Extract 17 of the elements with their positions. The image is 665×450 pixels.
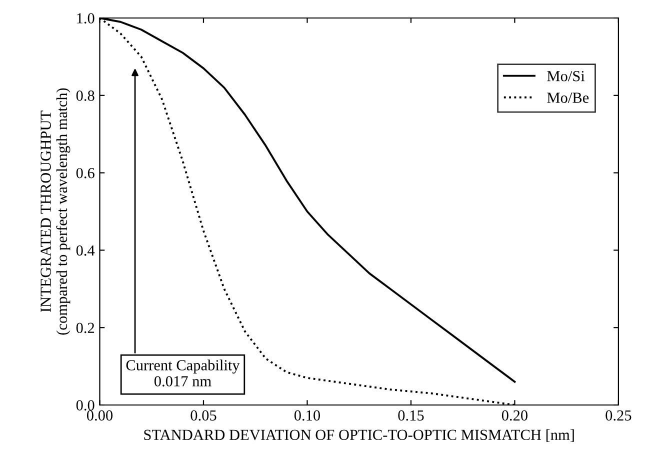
y-tick-label: 1.0 (77, 13, 94, 24)
x-tick-label: 0.15 (398, 410, 424, 421)
y-tick-label: 0.0 (76, 400, 94, 411)
x-tick-label: 0.05 (190, 410, 216, 421)
x-tick-label: 0.25 (606, 410, 632, 421)
y-tick-label: 0.6 (76, 168, 94, 178)
y-tick-label: 0.2 (76, 322, 94, 334)
annotation: Current Capability 0.017 nm (126, 360, 240, 386)
legend-label: Mo/Si (547, 71, 585, 82)
y-axis-title: INTEGRATED THROUGHPUT (compared to perfect wavelength match) (40, 88, 70, 335)
y-tick-label: 0.8 (76, 90, 94, 101)
legend-label: Mo/Be (547, 92, 589, 103)
y-tick-label: 0.4 (76, 245, 95, 256)
x-tick-label: 0.20 (502, 410, 528, 421)
x-tick-label: 0.00 (86, 410, 113, 421)
x-axis-title: STANDARD DEVIATION OF OPTIC-TO-OPTIC MISMATCH [nm] (144, 429, 574, 442)
x-tick-label: 0.10 (294, 410, 320, 421)
